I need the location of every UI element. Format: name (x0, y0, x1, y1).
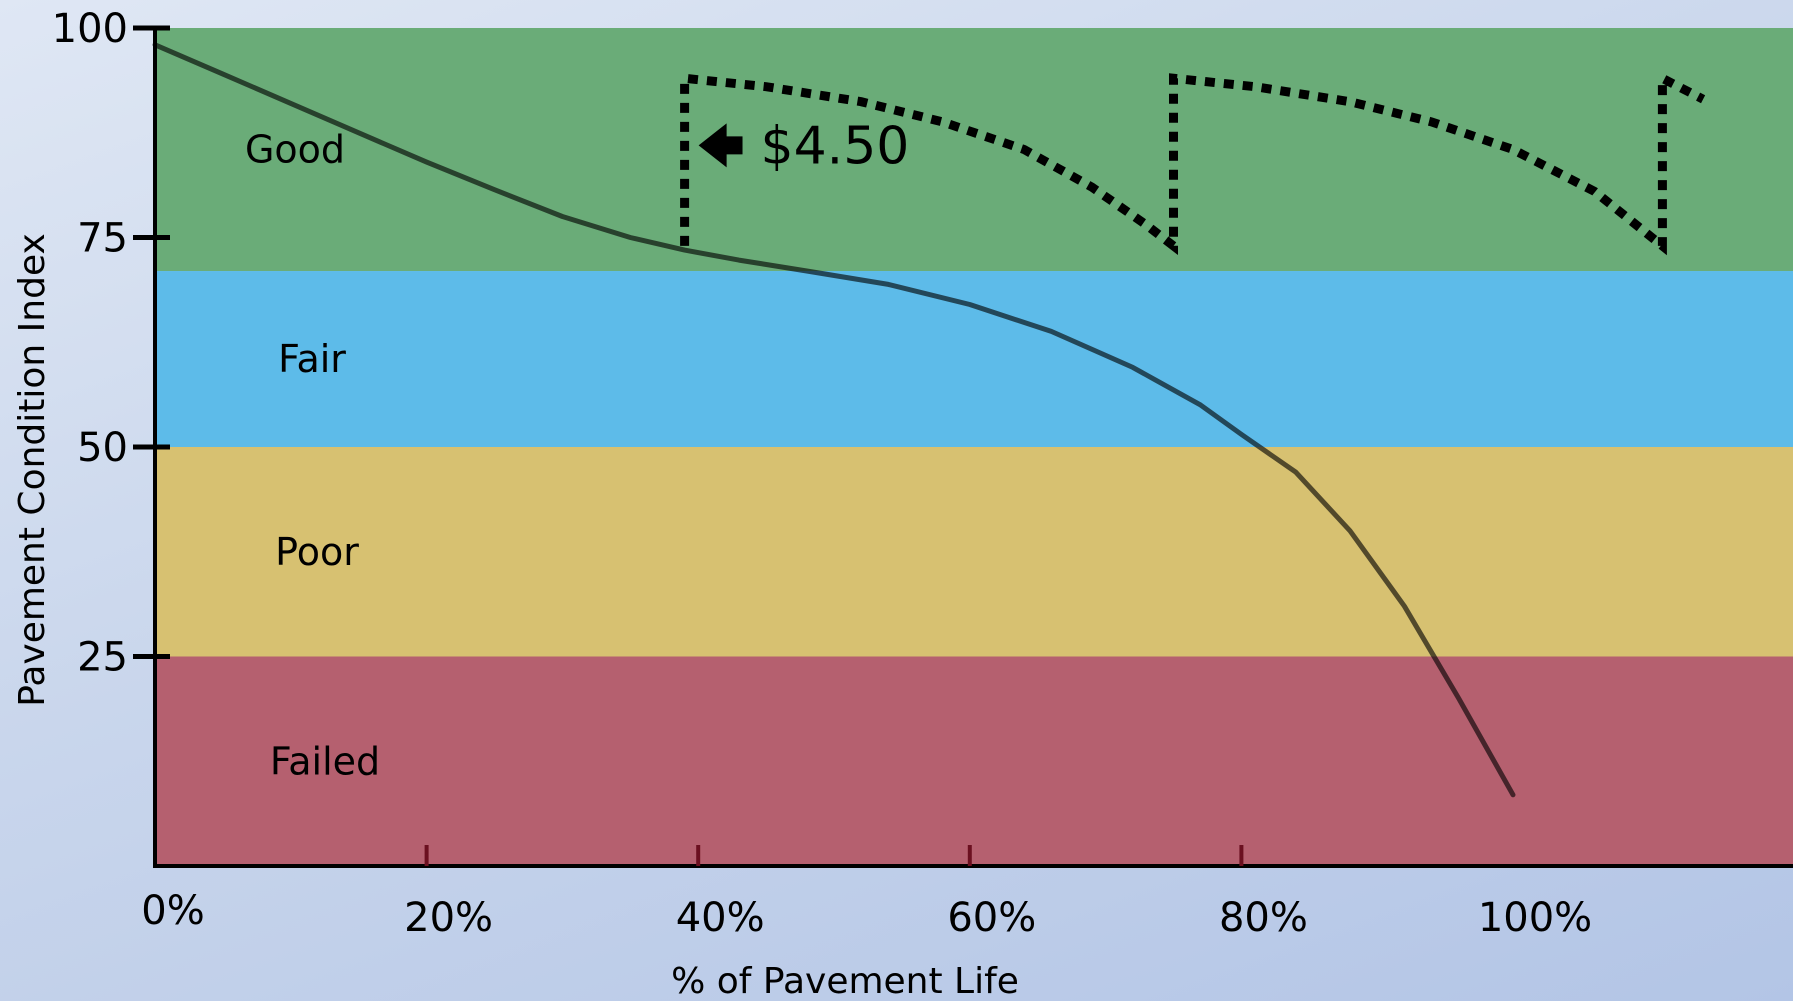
annotation-label: $4.50 (761, 116, 910, 176)
y-tick-label: 25 (77, 635, 128, 681)
band-label-fair: Fair (278, 337, 346, 381)
y-axis-title: Pavement Condition Index (12, 233, 53, 707)
x-tick-label: 0% (141, 888, 204, 934)
tick-labels: 100 75 50 25 0% 20% 40% 60% 80% 100% (52, 6, 1593, 941)
x-tick-label: 60% (947, 895, 1036, 941)
band-fair (155, 271, 1793, 447)
deterioration-curve (152, 42, 1516, 798)
band-failed (155, 656, 1793, 866)
condition-bands (155, 28, 1793, 866)
maintenance-curve (680, 70, 1706, 256)
band-good (155, 28, 1793, 272)
tick-marks (133, 25, 1244, 866)
y-tick-label: 50 (77, 425, 128, 471)
band-label-poor: Poor (275, 530, 359, 574)
y-tick-label: 75 (77, 216, 128, 262)
x-tick-label: 40% (676, 895, 765, 941)
x-tick-label: 80% (1219, 895, 1308, 941)
x-tick-label: 20% (404, 895, 493, 941)
annotations: $4.50 (698, 116, 910, 176)
series (152, 42, 1706, 798)
x-tick-label: 100% (1478, 895, 1592, 941)
band-label-good: Good (245, 128, 345, 172)
y-tick-label: 100 (52, 6, 128, 52)
annotation-arrow (698, 123, 743, 168)
x-axis-title: % of Pavement Life (671, 961, 1019, 1001)
band-labels: Good Fair Poor Failed (245, 128, 380, 784)
band-label-failed: Failed (270, 739, 380, 783)
band-poor (155, 447, 1793, 657)
